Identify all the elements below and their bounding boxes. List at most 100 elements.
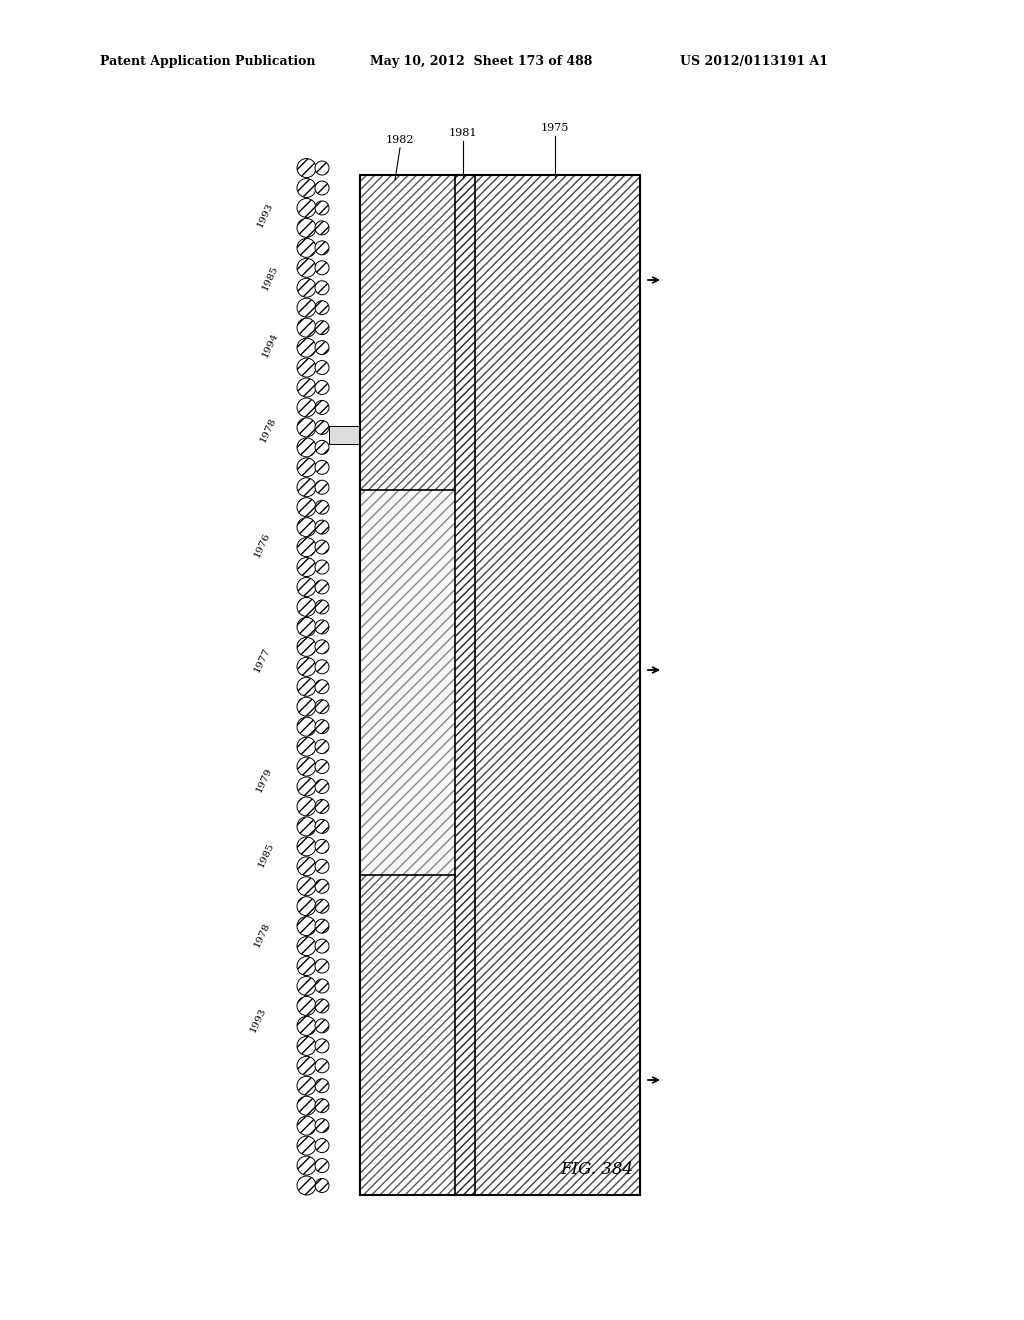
Circle shape	[297, 1117, 316, 1135]
Circle shape	[315, 739, 329, 754]
Bar	[455, 176, 475, 1195]
Circle shape	[297, 1016, 316, 1035]
Circle shape	[315, 859, 329, 874]
Circle shape	[315, 201, 329, 215]
Text: 1982: 1982	[386, 135, 415, 145]
Circle shape	[315, 960, 329, 973]
Text: FIG. 384: FIG. 384	[560, 1162, 633, 1177]
Circle shape	[315, 360, 329, 375]
Circle shape	[297, 1176, 316, 1195]
Text: 1993: 1993	[249, 1006, 267, 1034]
Text: 1981: 1981	[449, 128, 477, 139]
Circle shape	[315, 1078, 329, 1093]
Circle shape	[315, 441, 329, 454]
Circle shape	[315, 1179, 329, 1192]
Bar	[475, 176, 640, 1195]
Text: 1978: 1978	[258, 416, 278, 444]
Text: 1975: 1975	[541, 123, 569, 133]
Circle shape	[297, 397, 316, 417]
Circle shape	[297, 318, 316, 337]
Circle shape	[297, 1156, 316, 1175]
Circle shape	[297, 837, 316, 855]
Circle shape	[315, 879, 329, 894]
Circle shape	[297, 1137, 316, 1155]
Circle shape	[315, 281, 329, 294]
Text: 1977: 1977	[252, 645, 271, 675]
Circle shape	[297, 777, 316, 796]
Circle shape	[315, 800, 329, 813]
Circle shape	[315, 780, 329, 793]
Circle shape	[315, 321, 329, 335]
Circle shape	[315, 919, 329, 933]
Text: 1979: 1979	[254, 766, 273, 793]
Circle shape	[315, 540, 329, 554]
Circle shape	[297, 997, 316, 1015]
Circle shape	[315, 560, 329, 574]
Circle shape	[297, 338, 316, 358]
Circle shape	[315, 1098, 329, 1113]
Circle shape	[297, 896, 316, 916]
Circle shape	[297, 657, 316, 676]
Text: 1985: 1985	[256, 841, 275, 869]
Circle shape	[315, 680, 329, 694]
Circle shape	[297, 498, 316, 516]
Circle shape	[315, 579, 329, 594]
Circle shape	[315, 400, 329, 414]
Circle shape	[297, 298, 316, 317]
Circle shape	[315, 1139, 329, 1152]
Circle shape	[315, 1019, 329, 1032]
Circle shape	[297, 418, 316, 437]
Circle shape	[297, 239, 316, 257]
Circle shape	[315, 601, 329, 614]
Text: 1985: 1985	[260, 264, 280, 292]
Circle shape	[315, 261, 329, 275]
Circle shape	[297, 557, 316, 577]
Circle shape	[315, 461, 329, 474]
Text: Patent Application Publication: Patent Application Publication	[100, 55, 315, 69]
Circle shape	[297, 797, 316, 816]
Circle shape	[315, 1059, 329, 1073]
Circle shape	[315, 1118, 329, 1133]
Circle shape	[297, 478, 316, 496]
Circle shape	[297, 259, 316, 277]
Circle shape	[315, 1039, 329, 1053]
Circle shape	[297, 1076, 316, 1096]
Circle shape	[297, 758, 316, 776]
Bar	[329, 426, 360, 444]
Circle shape	[315, 999, 329, 1012]
Circle shape	[315, 899, 329, 913]
Circle shape	[297, 618, 316, 636]
Circle shape	[315, 840, 329, 853]
Circle shape	[297, 158, 316, 178]
Circle shape	[315, 380, 329, 395]
Circle shape	[315, 301, 329, 314]
Circle shape	[297, 937, 316, 956]
Text: US 2012/0113191 A1: US 2012/0113191 A1	[680, 55, 828, 69]
Bar	[360, 490, 455, 875]
Circle shape	[315, 640, 329, 653]
Circle shape	[297, 876, 316, 896]
Circle shape	[297, 279, 316, 297]
Circle shape	[315, 500, 329, 515]
Circle shape	[315, 161, 329, 176]
Circle shape	[297, 598, 316, 616]
Circle shape	[297, 578, 316, 597]
Circle shape	[297, 1036, 316, 1056]
Circle shape	[297, 677, 316, 696]
Circle shape	[315, 979, 329, 993]
Circle shape	[315, 181, 329, 195]
Circle shape	[297, 977, 316, 995]
Circle shape	[315, 1159, 329, 1172]
Circle shape	[297, 957, 316, 975]
Circle shape	[315, 240, 329, 255]
Circle shape	[315, 700, 329, 714]
Circle shape	[297, 198, 316, 218]
Circle shape	[297, 916, 316, 936]
Circle shape	[315, 820, 329, 833]
Circle shape	[297, 358, 316, 378]
Circle shape	[297, 1096, 316, 1115]
Bar	[360, 875, 455, 1195]
Circle shape	[315, 480, 329, 494]
Circle shape	[315, 620, 329, 634]
Bar	[360, 176, 455, 490]
